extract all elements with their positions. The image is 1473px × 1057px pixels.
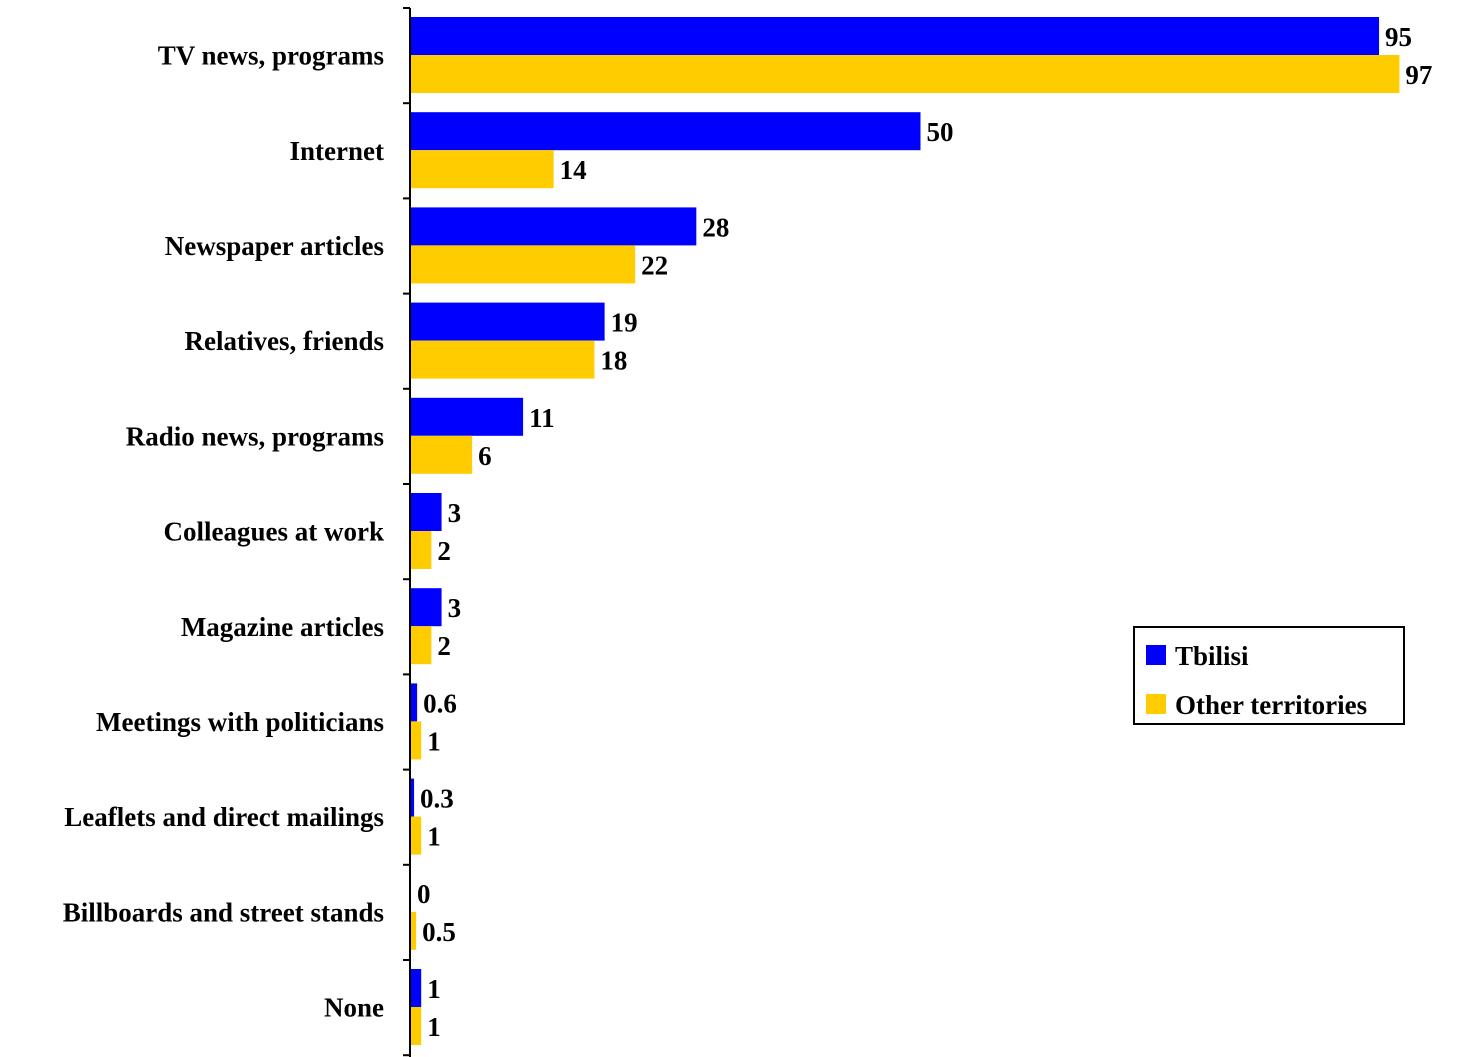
bar-tbilisi	[411, 207, 697, 246]
bars	[411, 17, 1400, 1045]
bar-other-territories	[411, 531, 432, 569]
legend-box	[1133, 626, 1405, 725]
data-label: 97	[1405, 60, 1432, 90]
bar-other-territories	[411, 721, 422, 760]
data-label: 1	[427, 726, 441, 756]
category-label: Colleagues at work	[164, 517, 384, 547]
bar-other-territories	[411, 150, 554, 189]
legend-label-tbilisi: Tbilisi	[1175, 641, 1249, 671]
bar-tbilisi	[411, 17, 1380, 55]
data-label: 14	[560, 155, 587, 185]
category-label: Newspaper articles	[165, 231, 384, 261]
category-label: Relatives, friends	[185, 326, 384, 356]
data-label: 95	[1385, 22, 1412, 52]
bar-other-territories	[411, 626, 432, 665]
data-label: 1	[427, 1012, 441, 1042]
category-labels: TV news, programs Internet Newspaper artic…	[63, 41, 384, 1023]
bar-tbilisi	[411, 683, 418, 722]
data-label: 3	[448, 593, 462, 623]
data-label: 28	[702, 212, 729, 242]
category-label: None	[324, 993, 384, 1023]
category-label: Leaflets and direct mailings	[64, 802, 384, 832]
data-label: 0.6	[423, 688, 457, 718]
data-label: 0.3	[420, 784, 454, 814]
data-label: 22	[641, 250, 668, 280]
bar-tbilisi	[411, 493, 442, 531]
bar-tbilisi	[411, 397, 524, 436]
bar-other-territories	[411, 435, 473, 474]
data-label: 0	[417, 879, 431, 909]
bar-tbilisi	[411, 302, 605, 341]
data-label: 3	[448, 498, 462, 528]
legend-swatch-other-territories	[1146, 694, 1166, 714]
legend-label-other-territories: Other territories	[1175, 690, 1367, 720]
bar-other-territories	[411, 1007, 422, 1045]
data-label: 2	[437, 631, 451, 661]
bar-tbilisi	[411, 588, 442, 627]
data-label: 50	[927, 117, 954, 147]
legend: Tbilisi Other territories	[1133, 626, 1405, 725]
category-label: Meetings with politicians	[96, 707, 384, 737]
bar-other-territories	[411, 245, 636, 284]
data-label: 1	[427, 822, 441, 852]
category-label: Magazine articles	[181, 612, 384, 642]
data-label: 2	[437, 536, 451, 566]
bar-tbilisi	[411, 969, 422, 1007]
data-label: 1	[427, 974, 441, 1004]
category-label: Internet	[290, 136, 384, 166]
data-label: 19	[611, 308, 638, 338]
category-label: Billboards and street stands	[63, 897, 384, 927]
data-label: 18	[600, 346, 627, 376]
bar-other-territories	[411, 55, 1400, 93]
data-label: 11	[529, 403, 555, 433]
category-label: TV news, programs	[158, 41, 384, 71]
bar-tbilisi	[411, 112, 921, 151]
y-axis	[403, 7, 411, 1057]
bar-other-territories	[411, 340, 595, 379]
bar-tbilisi	[411, 778, 415, 817]
legend-swatch-tbilisi	[1146, 645, 1166, 665]
bar-other-territories	[411, 911, 417, 950]
data-label: 0.5	[422, 917, 456, 947]
category-label: Radio news, programs	[126, 421, 384, 451]
data-label: 6	[478, 441, 492, 471]
bar-other-territories	[411, 816, 422, 855]
